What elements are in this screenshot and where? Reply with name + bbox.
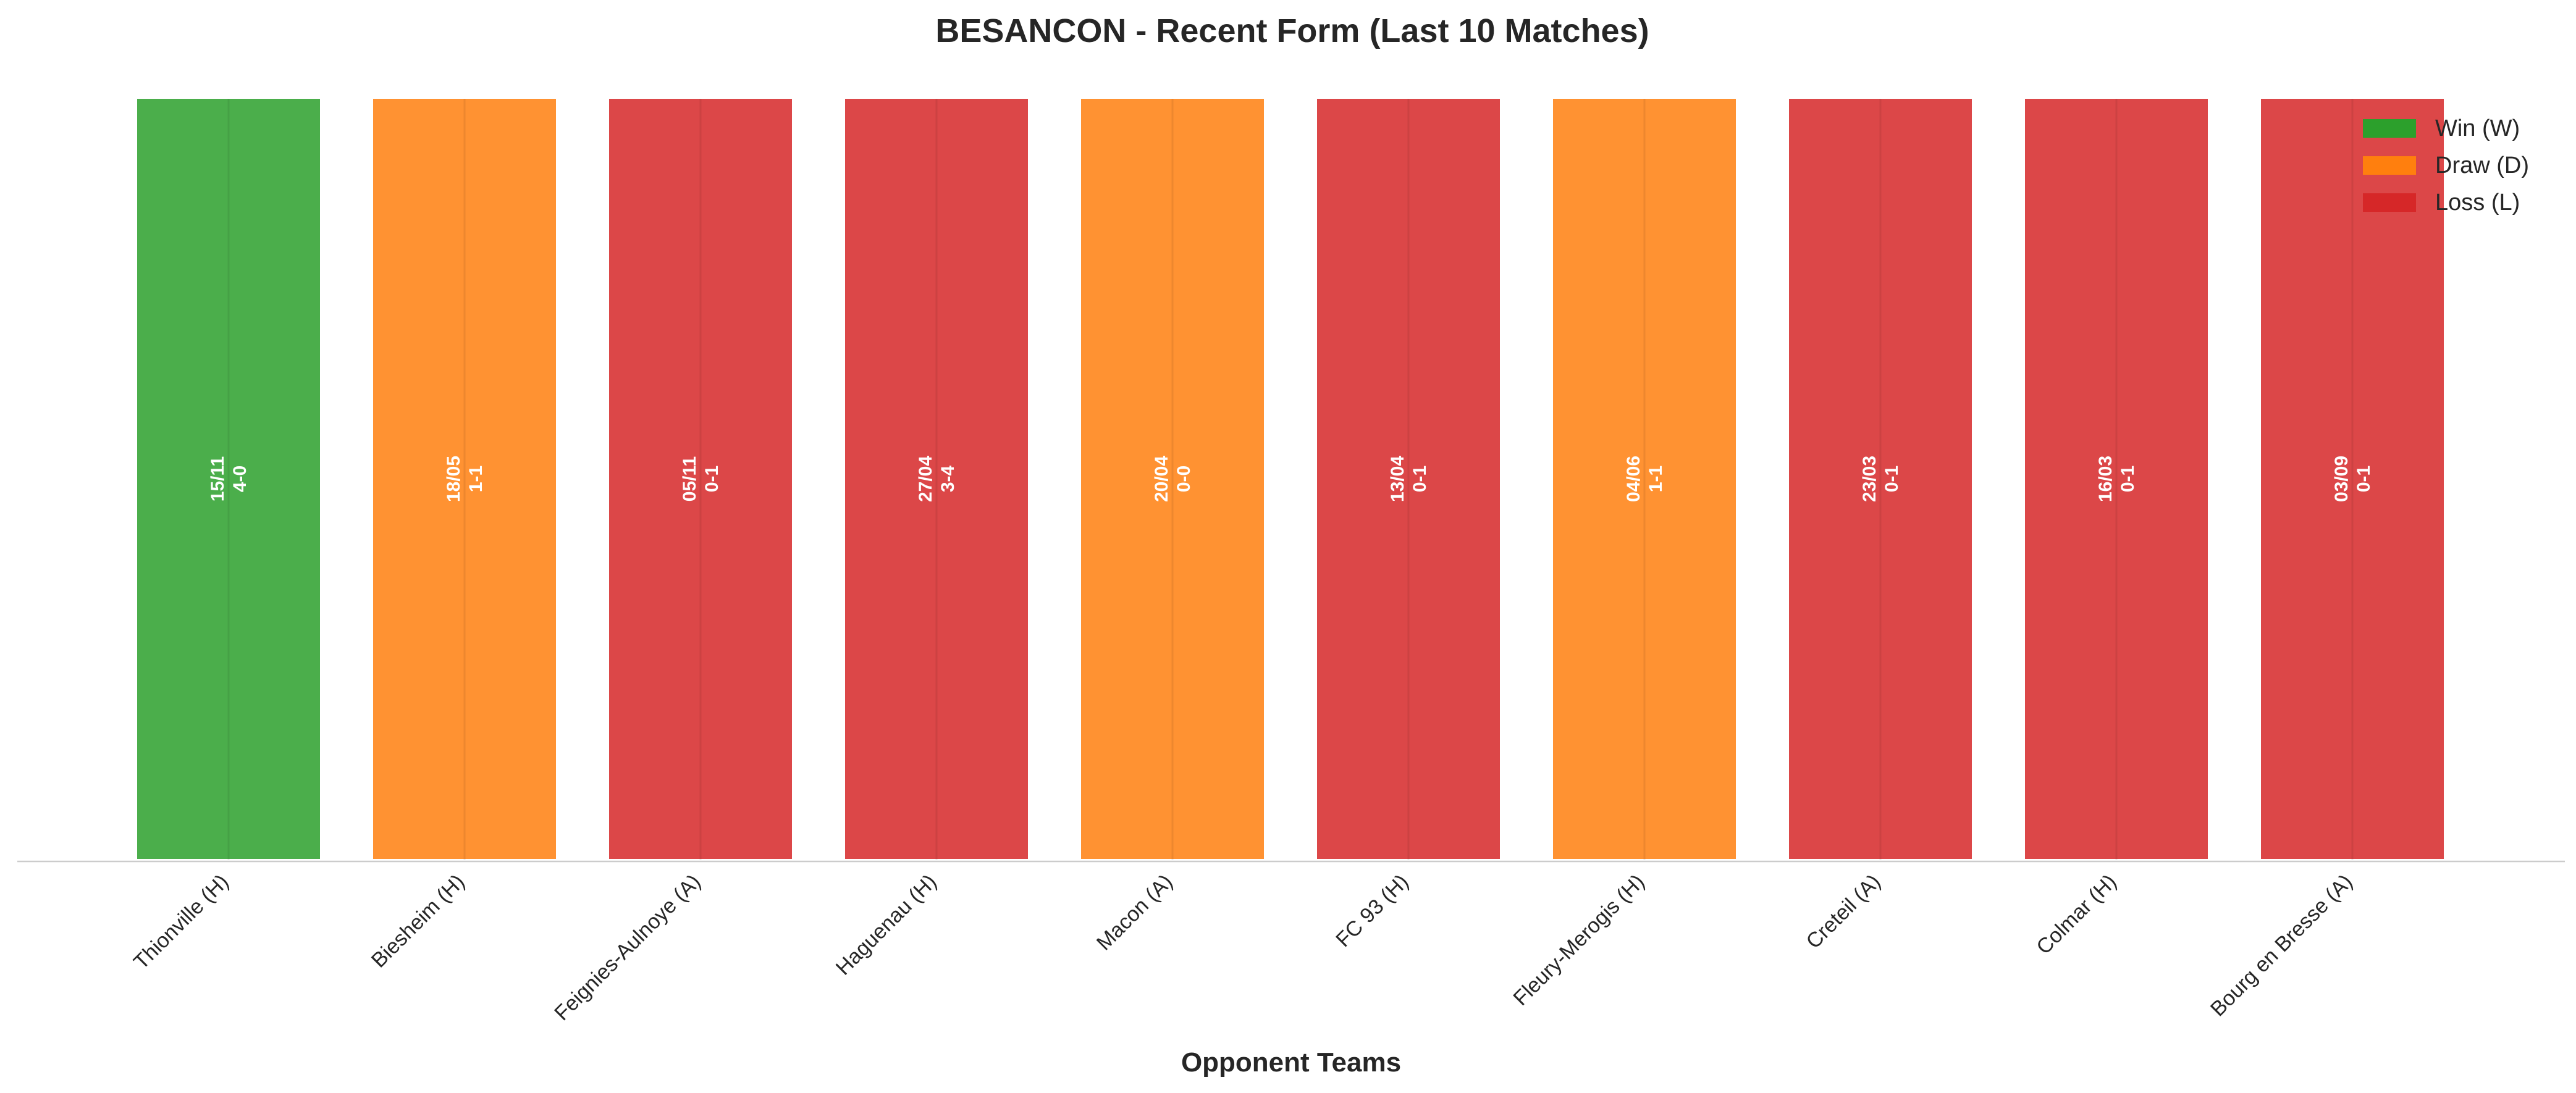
bar-label-score: 0-1 xyxy=(2118,466,2138,492)
x-tick-label: Haguenau (H) xyxy=(831,870,941,980)
legend: Win (W) Draw (D) Loss (L) xyxy=(2363,115,2529,216)
bar-label-date: 13/04 xyxy=(1387,456,1408,502)
bar-label: 04/06 1-1 xyxy=(1623,456,1666,502)
bar-label-score: 3-4 xyxy=(938,466,958,493)
x-tick-label: Colmar (H) xyxy=(2032,870,2121,959)
x-tick-label: Creteil (A) xyxy=(1802,870,1885,953)
bar-label: 16/03 0-1 xyxy=(2095,456,2138,502)
x-tick-label: Fleury-Merogis (H) xyxy=(1509,870,1649,1010)
bar-label-date: 04/06 xyxy=(1623,456,1644,502)
legend-label-w: Win (W) xyxy=(2435,115,2520,141)
bar-label-score: 0-1 xyxy=(1410,466,1430,492)
bar-label: 03/09 0-1 xyxy=(2331,456,2374,502)
bar-7 xyxy=(1551,96,1738,861)
bar-label-score: 1-1 xyxy=(1646,466,1666,492)
bar-label-date: 05/11 xyxy=(680,456,700,501)
bar-label: 27/04 3-4 xyxy=(915,456,958,502)
x-tick-label: Biesheim (H) xyxy=(367,870,469,973)
bar-label: 15/11 4-0 xyxy=(208,456,250,501)
bar-label-date: 23/03 xyxy=(1859,456,1880,502)
bar-label: 20/04 0-0 xyxy=(1151,456,1194,502)
bar-9 xyxy=(2022,96,2210,861)
x-tick-label: FC 93 (H) xyxy=(1331,870,1413,952)
x-axis-label: Opponent Teams xyxy=(1181,1047,1401,1078)
bar-label-date: 27/04 xyxy=(915,456,936,502)
bar-6 xyxy=(1315,96,1502,861)
bar-2 xyxy=(371,96,558,861)
x-tick-labels: Thionville (H) Biesheim (H) Feignies-Aulno… xyxy=(129,870,2357,1025)
bar-label-score: 0-1 xyxy=(702,466,722,492)
bar-3 xyxy=(607,96,794,861)
bar-5 xyxy=(1079,96,1266,861)
bar-label-date: 15/11 xyxy=(208,456,228,501)
bar-label-score: 0-1 xyxy=(2354,466,2374,492)
bar-label-date: 16/03 xyxy=(2095,456,2116,502)
legend-label-d: Draw (D) xyxy=(2435,153,2529,178)
legend-swatch-l xyxy=(2363,193,2416,212)
bar-label: 23/03 0-1 xyxy=(1859,456,1902,502)
bar-label: 05/11 0-1 xyxy=(680,456,722,501)
bar-10 xyxy=(2258,96,2446,861)
x-tick-label: Macon (A) xyxy=(1092,870,1177,955)
bar-label-score: 0-1 xyxy=(1882,466,1902,492)
bar-label-date: 03/09 xyxy=(2331,456,2352,502)
bar-label-date: 20/04 xyxy=(1151,456,1172,502)
bar-1 xyxy=(135,96,322,861)
legend-swatch-w xyxy=(2363,119,2416,138)
bar-8 xyxy=(1787,96,1974,861)
bar-label-score: 0-0 xyxy=(1174,466,1194,492)
bar-label: 13/04 0-1 xyxy=(1387,456,1430,502)
bar-label: 18/05 1-1 xyxy=(444,456,486,502)
x-tick-label: Feignies-Aulnoye (A) xyxy=(550,870,705,1025)
legend-label-l: Loss (L) xyxy=(2435,190,2520,216)
bar-4 xyxy=(843,96,1030,861)
x-tick-label: Thionville (H) xyxy=(129,870,233,974)
bars-layer: 15/11 4-0 18/05 1-1 05/11 0-1 27/04 3-4 20/04 0-0… xyxy=(135,96,2446,861)
legend-swatch-d xyxy=(2363,156,2416,175)
bar-label-score: 1-1 xyxy=(466,466,486,492)
x-tick-label: Bourg en Bresse (A) xyxy=(2206,870,2357,1021)
bar-label-date: 18/05 xyxy=(444,456,464,502)
bar-label-score: 4-0 xyxy=(230,466,250,492)
chart-title: BESANCON - Recent Form (Last 10 Matches) xyxy=(935,12,1649,49)
